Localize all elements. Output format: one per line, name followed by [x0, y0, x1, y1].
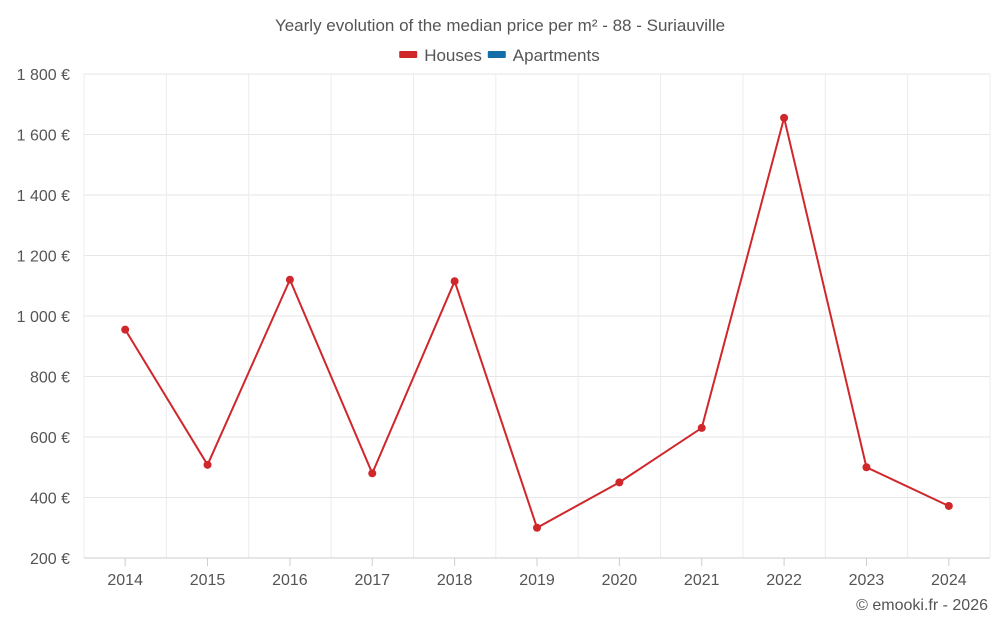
data-point[interactable]	[450, 277, 459, 286]
x-axis: 2014 2015 2016 2017 2018 2019 2020 2021 2022 2023…	[84, 557, 990, 589]
legend-item-apartments[interactable]: Apartments	[487, 46, 600, 65]
y-axis: 200 € 400 € 600 € 800 € 1 000 € 1 200 € 1 400 …	[17, 67, 70, 568]
y-tick-label: 1 400 €	[17, 188, 70, 205]
legend-label: Houses	[424, 46, 482, 65]
y-tick-label: 600 €	[30, 430, 70, 447]
x-tick-label: 2017	[354, 572, 390, 589]
x-tick-label: 2023	[849, 572, 885, 589]
data-point[interactable]	[615, 478, 624, 487]
x-tick-label: 2021	[684, 572, 720, 589]
legend-swatch	[399, 51, 418, 58]
data-point[interactable]	[780, 113, 789, 122]
y-tick-label: 400 €	[30, 491, 70, 508]
x-tick-label: 2015	[190, 572, 226, 589]
chart-title: Yearly evolution of the median price per…	[275, 16, 725, 35]
data-point[interactable]	[862, 463, 871, 472]
data-point[interactable]	[368, 469, 377, 478]
data-point[interactable]	[697, 423, 706, 432]
legend: Houses Apartments	[399, 46, 600, 65]
legend-label: Apartments	[513, 46, 600, 65]
y-tick-label: 1 000 €	[17, 309, 70, 326]
y-tick-label: 200 €	[30, 551, 70, 568]
grid	[83, 73, 991, 559]
y-tick-label: 1 800 €	[17, 67, 70, 84]
legend-item-houses[interactable]: Houses	[399, 46, 482, 65]
legend-swatch	[487, 51, 506, 58]
data-point[interactable]	[944, 501, 953, 510]
y-tick-label: 1 200 €	[17, 249, 70, 266]
data-point[interactable]	[121, 325, 130, 334]
y-tick-label: 1 600 €	[17, 128, 70, 145]
data-point[interactable]	[203, 460, 212, 469]
data-point[interactable]	[285, 275, 294, 284]
credit-text: © emooki.fr - 2026	[856, 597, 988, 614]
data-point[interactable]	[533, 523, 541, 532]
plot-area	[121, 113, 953, 532]
x-tick-label: 2016	[272, 572, 308, 589]
x-tick-label: 2018	[437, 572, 473, 589]
x-tick-label: 2019	[519, 572, 555, 589]
x-tick-label: 2024	[931, 572, 967, 589]
x-tick-label: 2022	[766, 572, 802, 589]
x-tick-label: 2014	[107, 572, 143, 589]
y-tick-label: 800 €	[30, 370, 70, 387]
x-tick-label: 2020	[602, 572, 638, 589]
